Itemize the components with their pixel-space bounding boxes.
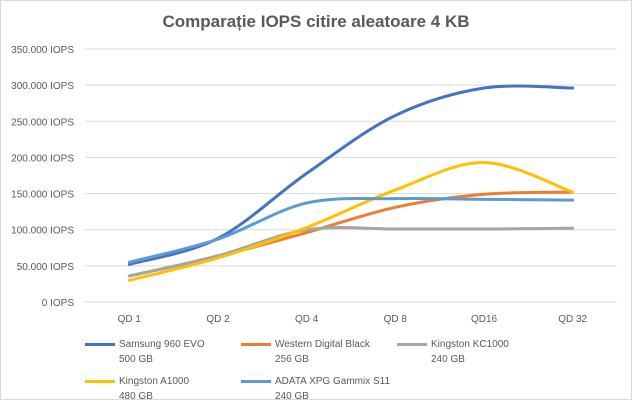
y-tick-label: 50.000 IOPS: [17, 262, 75, 273]
chart-title: Comparație IOPS citire aleatoare 4 KB: [162, 12, 470, 31]
y-tick-label: 300.000 IOPS: [11, 81, 74, 92]
x-tick-label: QD16: [471, 314, 498, 325]
x-tick-label: QD 4: [295, 314, 319, 325]
x-tick-label: QD 8: [384, 314, 408, 325]
y-tick-label: 150.000 IOPS: [11, 190, 74, 201]
y-tick-label: 200.000 IOPS: [11, 153, 74, 164]
series-line-1: [127, 84, 575, 266]
x-tick-label: QD 1: [118, 314, 142, 325]
series-line-3: [127, 226, 575, 278]
x-tick-label: QD 32: [558, 314, 587, 325]
y-tick-label: 0 IOPS: [42, 298, 75, 309]
series-line-5: [127, 196, 575, 264]
series-line-4: [127, 160, 575, 282]
y-tick-label: 100.000 IOPS: [11, 226, 74, 237]
x-tick-label: QD 2: [206, 314, 230, 325]
y-tick-label: 250.000 IOPS: [11, 117, 74, 128]
y-tick-label: 350.000 IOPS: [11, 45, 74, 56]
